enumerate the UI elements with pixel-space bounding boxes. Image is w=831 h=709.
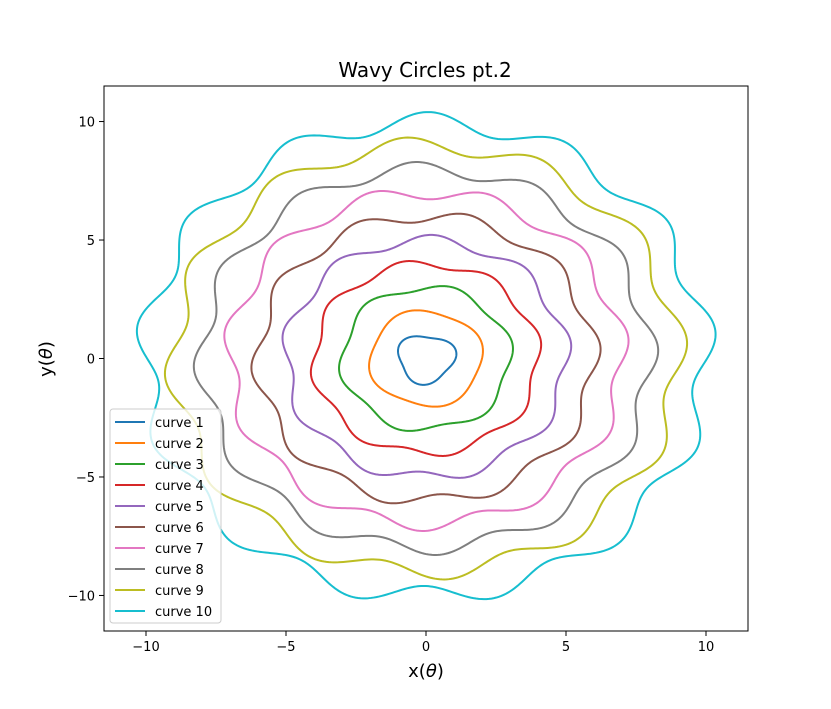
legend-label-curve-1: curve 1 <box>155 416 204 431</box>
series-line-curve-5 <box>283 235 572 478</box>
legend-label-curve-8: curve 8 <box>155 563 204 578</box>
legend-label-curve-2: curve 2 <box>155 437 204 452</box>
y-tick-label: 0 <box>87 353 95 368</box>
curves-group <box>137 112 716 599</box>
series-line-curve-4 <box>311 261 541 456</box>
y-axis-label-text: y <box>36 366 57 377</box>
x-axis-label-var: θ <box>426 661 437 682</box>
x-axis-ticks: −10 −5 0 5 10 <box>132 631 714 655</box>
series-line-curve-10 <box>137 112 716 599</box>
y-axis-label: y(θ) <box>36 341 57 377</box>
x-tick-label: −5 <box>276 640 295 655</box>
y-tick-label: −10 <box>68 589 95 604</box>
x-tick-label: 5 <box>562 640 570 655</box>
y-tick-label: 10 <box>78 116 95 131</box>
legend-label-curve-9: curve 9 <box>155 584 204 599</box>
series-line-curve-2 <box>369 310 483 406</box>
x-tick-label: 10 <box>698 640 715 655</box>
x-axis-label-text: x <box>408 661 419 682</box>
legend-label-curve-4: curve 4 <box>155 479 204 494</box>
series-line-curve-1 <box>398 336 456 385</box>
y-axis-label-var: θ <box>36 348 57 359</box>
chart-title: Wavy Circles pt.2 <box>338 58 511 82</box>
series-line-curve-3 <box>339 286 513 431</box>
legend-label-curve-10: curve 10 <box>155 605 212 620</box>
x-tick-label: −10 <box>132 640 159 655</box>
legend-label-curve-3: curve 3 <box>155 458 204 473</box>
x-tick-label: 0 <box>422 640 430 655</box>
y-axis-ticks: −10 −5 0 5 10 <box>68 116 104 605</box>
x-axis-label: x(θ) <box>408 661 444 682</box>
series-line-curve-9 <box>165 138 687 580</box>
y-tick-label: 5 <box>87 234 95 249</box>
legend: curve 1 curve 2 curve 3 curve 4 curve 5 curve… <box>110 409 221 623</box>
series-line-curve-6 <box>251 214 600 504</box>
legend-label-curve-5: curve 5 <box>155 500 204 515</box>
legend-label-curve-7: curve 7 <box>155 542 204 557</box>
y-tick-label: −5 <box>76 471 95 486</box>
legend-label-curve-6: curve 6 <box>155 521 204 536</box>
